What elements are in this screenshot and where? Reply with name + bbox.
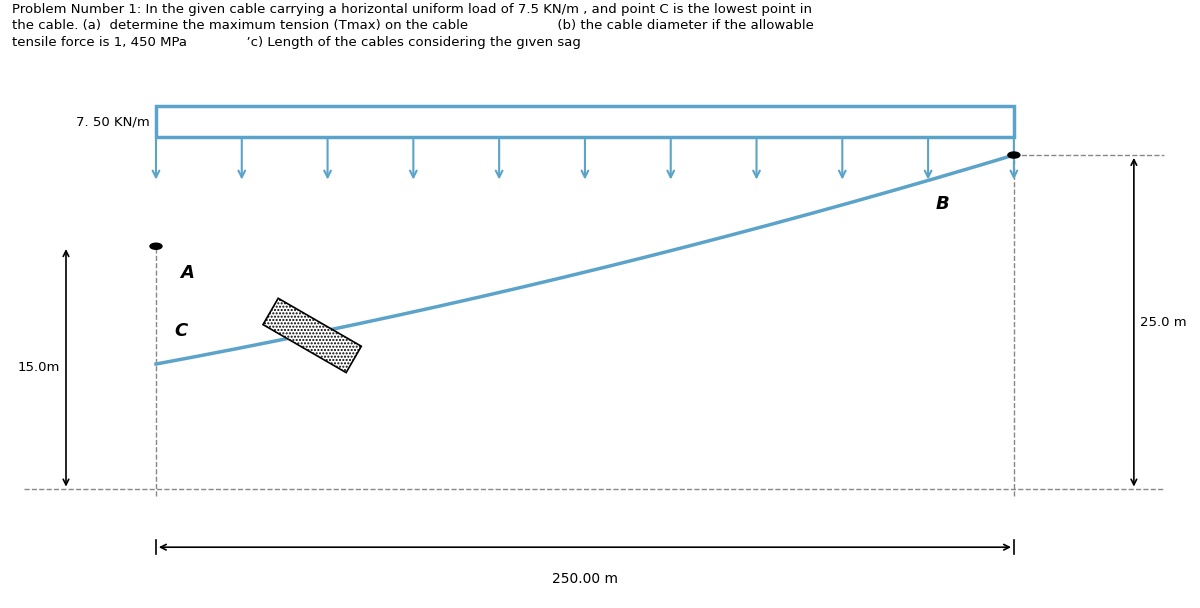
Text: 250.00 m: 250.00 m bbox=[552, 572, 618, 586]
Text: the cable. (a)  determine the maximum tension (Tmax) on the cable               : the cable. (a) determine the maximum ten… bbox=[12, 19, 814, 32]
Circle shape bbox=[150, 243, 162, 249]
Text: 25.0 m: 25.0 m bbox=[1140, 316, 1187, 329]
Text: Problem Number 1: In the given cable carrying a horizontal uniform load of 7.5 K: Problem Number 1: In the given cable car… bbox=[12, 3, 812, 16]
Circle shape bbox=[1008, 152, 1020, 158]
Text: A: A bbox=[180, 264, 194, 283]
Text: B: B bbox=[936, 195, 949, 213]
Text: C: C bbox=[174, 322, 187, 340]
Text: 7. 50 KN/m: 7. 50 KN/m bbox=[77, 115, 150, 128]
Bar bbox=[156, 106, 1014, 137]
Bar bbox=[263, 299, 361, 373]
Text: 15.0m: 15.0m bbox=[18, 361, 60, 375]
Text: tensile force is 1, 450 MPa              ʼc) Length of the cables considering th: tensile force is 1, 450 MPa ʼc) Length o… bbox=[12, 36, 581, 49]
